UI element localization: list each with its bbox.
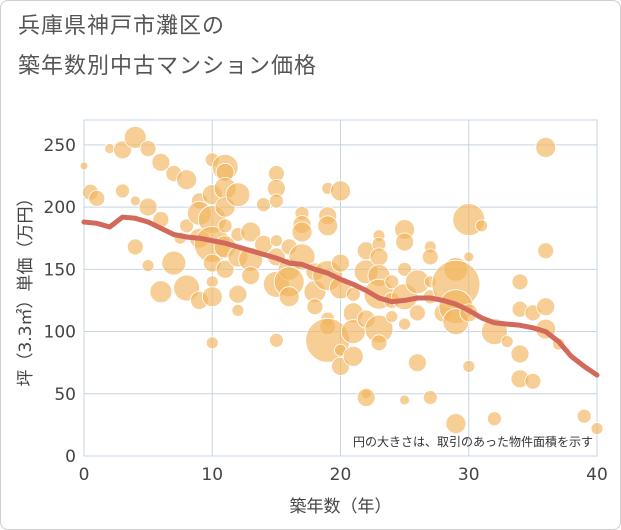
bubble xyxy=(161,250,187,276)
bubble xyxy=(241,266,261,286)
y-tick-label: 250 xyxy=(44,136,76,156)
bubble xyxy=(511,273,529,291)
bubble xyxy=(269,234,283,248)
bubble xyxy=(231,303,245,317)
bubble xyxy=(278,286,300,308)
x-tick-label: 0 xyxy=(79,465,90,485)
bubble xyxy=(217,218,233,234)
bubble xyxy=(369,247,389,267)
bubble xyxy=(139,140,157,158)
chart-title-line1: 兵庫県神戸市灘区の xyxy=(18,14,226,39)
bubble xyxy=(445,413,467,435)
y-tick-label: 0 xyxy=(65,447,76,467)
tick-labels: 0 10 20 30 40 0 50 100 150 200 250 xyxy=(44,136,608,485)
bubble xyxy=(215,259,235,279)
bubble xyxy=(537,242,555,260)
bubble xyxy=(268,332,284,348)
bubble xyxy=(398,317,412,331)
bubble xyxy=(306,298,324,316)
bubble xyxy=(79,161,89,171)
bubble xyxy=(88,189,106,207)
bubble xyxy=(115,183,130,199)
bubble xyxy=(385,310,399,324)
bubble xyxy=(138,197,158,217)
bubble xyxy=(462,359,476,373)
y-tick-label: 200 xyxy=(44,198,76,218)
bubble xyxy=(179,218,195,234)
y-axis-label: 坪（3.3㎡）単価（万円） xyxy=(16,189,36,386)
bubble xyxy=(384,274,400,290)
trend-line-group xyxy=(81,214,600,378)
bubble xyxy=(225,182,251,208)
bubble xyxy=(342,345,364,367)
bubble xyxy=(422,390,438,405)
bubble xyxy=(345,286,361,302)
bubble xyxy=(205,275,219,289)
x-axis-label: 築年数（年） xyxy=(290,497,392,517)
x-tick-label: 40 xyxy=(586,465,608,485)
bubble xyxy=(330,180,351,202)
bubble xyxy=(510,344,530,364)
bubble xyxy=(524,372,542,390)
bubble xyxy=(291,221,313,243)
bubble xyxy=(576,408,592,424)
bubble xyxy=(407,353,427,373)
x-tick-label: 10 xyxy=(201,465,223,485)
bubble xyxy=(240,221,262,243)
bubble xyxy=(463,251,475,263)
x-tick-label: 30 xyxy=(458,465,480,485)
bubble xyxy=(331,253,350,273)
bubble xyxy=(395,232,415,252)
bubble xyxy=(228,284,248,304)
y-tick-label: 100 xyxy=(44,323,76,343)
bubble xyxy=(397,261,413,277)
bubble xyxy=(123,125,147,149)
bubble xyxy=(536,297,556,317)
bubble xyxy=(201,286,223,308)
bubble xyxy=(151,152,171,172)
chart-title-line2: 築年数別中古マンション価格 xyxy=(18,54,318,79)
bubble xyxy=(256,197,271,213)
bubble xyxy=(486,411,502,427)
bubble xyxy=(176,169,198,191)
trend-line xyxy=(81,214,600,378)
bubble xyxy=(399,394,411,406)
bubble xyxy=(205,336,219,350)
bubble xyxy=(421,248,439,266)
bubble xyxy=(113,140,132,160)
bubble xyxy=(535,136,557,158)
x-tick-label: 20 xyxy=(330,465,352,485)
bubble xyxy=(126,238,144,256)
bubble xyxy=(129,195,141,207)
bubble xyxy=(590,422,604,436)
bubble xyxy=(268,193,284,209)
bubble xyxy=(370,334,388,352)
bubble-series xyxy=(79,125,604,436)
bubble xyxy=(500,335,514,348)
bubble xyxy=(408,304,426,322)
y-tick-label: 150 xyxy=(44,260,76,280)
bubble xyxy=(149,280,173,304)
bubble xyxy=(356,388,376,407)
bubble xyxy=(141,259,155,273)
y-tick-label: 50 xyxy=(54,385,76,405)
bubble xyxy=(475,219,489,233)
bubble-size-note: 円の大きさは、取引のあった物件面積を示す xyxy=(353,434,593,449)
bubble xyxy=(317,215,339,237)
